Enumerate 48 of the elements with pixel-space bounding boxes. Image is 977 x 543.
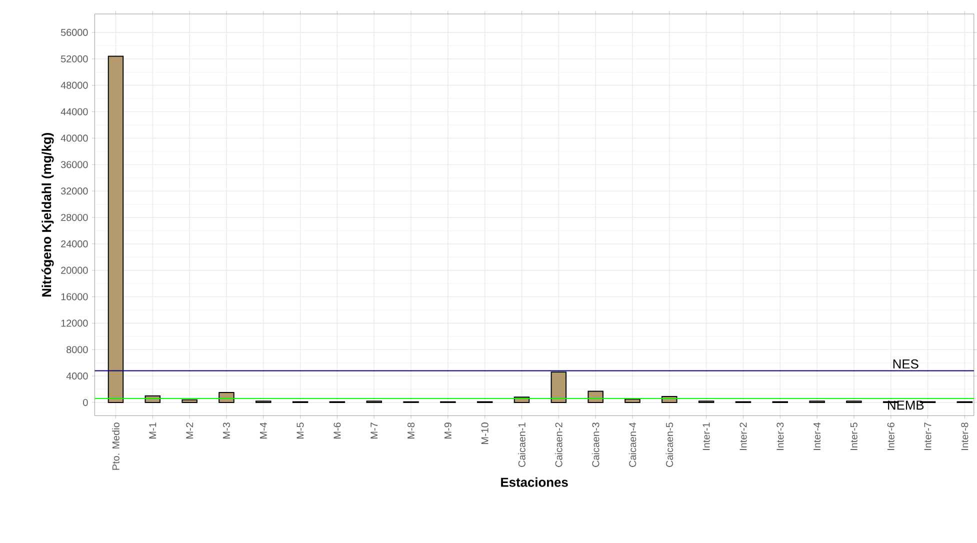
x-tick-label: M-10 xyxy=(481,422,488,444)
y-tick-label: 48000 xyxy=(60,82,88,89)
y-tick-label: 0 xyxy=(83,398,88,406)
y-tick-label: 16000 xyxy=(61,293,88,300)
bar xyxy=(588,390,604,403)
x-tick-label: Caicaen-4 xyxy=(628,422,636,467)
x-tick-label: Inter-2 xyxy=(740,422,747,450)
x-tick-label: Inter-7 xyxy=(924,422,932,450)
y-tick-label: 40000 xyxy=(60,134,88,142)
y-tick-label: 52000 xyxy=(60,55,88,62)
bar xyxy=(624,398,640,403)
bar xyxy=(550,371,567,403)
x-tick-label: M-6 xyxy=(334,422,341,438)
x-tick-label: M-5 xyxy=(296,422,304,438)
x-tick-label: Pto. Medio xyxy=(112,422,120,470)
bar xyxy=(182,399,198,403)
bar xyxy=(218,392,234,403)
y-axis-title: Nitrógeno Kjeldahl (mg/kg) xyxy=(42,132,54,296)
bar xyxy=(108,56,124,403)
x-tick-label: Inter-6 xyxy=(887,422,894,450)
x-tick-label: M-2 xyxy=(186,422,194,438)
x-tick-label: Inter-3 xyxy=(776,422,784,450)
x-tick-label: M-1 xyxy=(149,422,156,438)
x-tick-label: M-8 xyxy=(408,422,415,438)
y-tick-label: 28000 xyxy=(61,214,88,221)
x-tick-label: M-7 xyxy=(370,422,378,438)
x-tick-label: Inter-8 xyxy=(961,422,968,450)
y-tick-label: 32000 xyxy=(60,187,88,194)
x-tick-label: Inter-5 xyxy=(850,422,858,450)
x-tick-label: Caicaen-2 xyxy=(555,422,562,467)
x-tick-label: Inter-4 xyxy=(814,422,821,450)
y-tick-label: 4000 xyxy=(66,372,88,380)
x-tick-label: Caicaen-5 xyxy=(666,422,674,467)
y-tick-label: 44000 xyxy=(60,108,88,116)
x-tick-label: M-4 xyxy=(260,422,267,438)
y-tick-label: 12000 xyxy=(61,320,88,327)
x-tick-label: M-9 xyxy=(444,422,452,438)
y-tick-label: 24000 xyxy=(61,240,88,248)
x-tick-label: Caicaen-3 xyxy=(592,422,600,467)
ref-line-label: NES xyxy=(893,359,918,368)
x-tick-label: Caicaen-1 xyxy=(518,422,526,467)
y-tick-label: 36000 xyxy=(60,160,88,168)
x-tick-label: M-3 xyxy=(222,422,230,438)
x-axis-title: Estaciones xyxy=(501,477,568,487)
y-tick-label: 8000 xyxy=(66,346,88,353)
y-tick-label: 20000 xyxy=(61,266,88,274)
x-tick-label: Inter-1 xyxy=(702,422,710,450)
y-tick-label: 56000 xyxy=(60,28,88,36)
